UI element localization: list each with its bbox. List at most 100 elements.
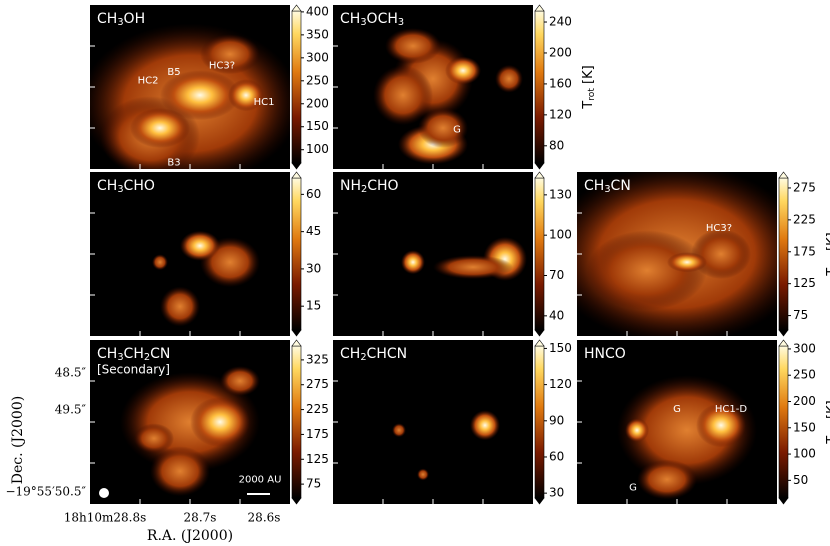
colorbar-tick-label: 200: [793, 394, 816, 408]
colorbar-tick-label: 15: [306, 299, 321, 313]
panel: CH3OH HC2 B5 HC3? HC1 B3 100 150 200 250 300 350 400: [90, 4, 329, 170]
colorbar: [534, 177, 545, 331]
colorbar-tick-label: 350: [306, 27, 329, 41]
emission: [401, 250, 425, 275]
colorbar-tick-label: 275: [306, 377, 329, 391]
annotation: HC3?: [209, 61, 235, 72]
colorbar-extend: [778, 171, 789, 179]
colorbar-extend: [534, 497, 545, 505]
colorbar-tick-label: 175: [793, 244, 816, 258]
emission: [220, 366, 260, 396]
colorbar-tick-label: 250: [793, 368, 816, 382]
colorbar-tick-label: 200: [306, 96, 329, 110]
colorbar-tick-label: 300: [793, 341, 816, 355]
colorbar-tick-label: 125: [306, 452, 329, 466]
emission: [495, 64, 523, 93]
colorbar-extend: [291, 4, 302, 12]
colorbar-tick-label: 30: [549, 486, 564, 500]
colorbar-extend: [778, 329, 789, 337]
emission: [152, 254, 168, 271]
colorbar-tick-label: 150: [549, 341, 572, 355]
colorbar-tick-label: 250: [306, 73, 329, 87]
panel-title: CH3CHO: [97, 178, 155, 195]
colorbar-tick-label: 150: [793, 420, 816, 434]
colorbar-tick-label: 160: [549, 76, 572, 90]
emission: [637, 459, 697, 500]
emission: [150, 446, 210, 497]
colorbar-tick-label: 400: [306, 4, 329, 18]
colorbar-tick-label: 80: [549, 138, 564, 152]
colorbar-label: Trot [K]: [581, 65, 597, 109]
annotation: HC3?: [706, 223, 732, 234]
emission: [617, 375, 757, 486]
emission: [696, 403, 746, 448]
colorbar-tick-label: 40: [549, 308, 564, 322]
x-tick-label: 28.6s: [248, 511, 281, 525]
colorbar-tick-label: 240: [549, 15, 572, 29]
panel: NH2CHO 40 70 100 130: [333, 171, 572, 337]
emission: [190, 397, 250, 447]
x-tick-label: 18h10m28.8s: [64, 511, 147, 525]
emission: [587, 230, 707, 311]
emission-map: [90, 23, 290, 169]
emission-map: [373, 28, 523, 165]
emission-map: [392, 410, 500, 481]
colorbar-extend: [534, 171, 545, 179]
emission: [625, 418, 649, 443]
panel: HNCO G HC1-D G 50 100 150 200 250 300 Trot [K]: [577, 339, 830, 505]
panel-subtitle: [Secondary]: [97, 363, 170, 377]
colorbar-tick-label: 130: [549, 187, 572, 201]
colorbar-label: Trot [K]: [825, 400, 830, 444]
panel: CH3CN HC3? 75 125 175 225 275 Trot [K]: [577, 171, 830, 337]
colorbar-extend: [291, 329, 302, 337]
panel-title: CH3OCH3: [340, 11, 404, 28]
colorbar: [291, 10, 302, 164]
emission: [385, 28, 441, 64]
colorbar-extend: [291, 162, 302, 170]
annotation: G: [629, 483, 637, 494]
emission: [200, 34, 260, 75]
panel: CH3CH2CN[Secondary] 2000 AU 75 125 175 225 275…: [90, 339, 329, 505]
colorbar-tick-label: 225: [306, 402, 329, 416]
colorbar-tick-label: 300: [306, 50, 329, 64]
emission: [180, 230, 220, 261]
annotation: 2000 AU: [239, 474, 282, 485]
emission-map: [120, 366, 260, 497]
x-tick-label: 28.7s: [184, 511, 217, 525]
colorbar-tick-label: 75: [306, 477, 321, 491]
colorbar-tick-label: 275: [793, 180, 816, 194]
colorbar-extend: [534, 329, 545, 337]
panel: CH3OCH3 G 80 120 160 200 240 Trot [K]: [333, 4, 597, 170]
y-axis-label: Dec. (J2000): [10, 396, 26, 484]
colorbar-extend: [291, 339, 302, 347]
colorbar: [291, 345, 302, 499]
colorbar-extend: [534, 4, 545, 12]
annotation: G: [673, 404, 681, 415]
colorbar-tick-label: 30: [306, 261, 321, 275]
colorbar-tick-label: 60: [306, 187, 321, 201]
colorbar-extend: [534, 162, 545, 170]
colorbar-tick-label: 175: [306, 427, 329, 441]
colorbar-extend: [778, 497, 789, 505]
annotation: HC1: [254, 97, 275, 108]
panel-title: NH2CHO: [340, 178, 399, 195]
colorbar-tick-label: 100: [549, 228, 572, 242]
panel-title: CH3CH2CN: [97, 346, 170, 363]
annotation: HC2: [138, 75, 159, 86]
colorbar-tick-label: 60: [549, 449, 564, 463]
panel: CH3CHO 15 30 45 60: [90, 171, 321, 337]
emission: [392, 423, 406, 438]
emission-map: [401, 236, 527, 281]
y-tick-label: −19°55′50.5″: [5, 485, 86, 499]
annotation: B3: [167, 157, 180, 168]
x-axis-label: R.A. (J2000): [147, 528, 233, 544]
colorbar: [778, 345, 789, 499]
colorbar-tick-label: 325: [306, 352, 329, 366]
colorbar: [778, 177, 789, 331]
colorbar-tick-label: 70: [549, 268, 564, 282]
emission: [160, 286, 200, 327]
emission: [417, 468, 429, 481]
colorbar-extend: [291, 497, 302, 505]
colorbar-tick-label: 75: [793, 308, 808, 322]
